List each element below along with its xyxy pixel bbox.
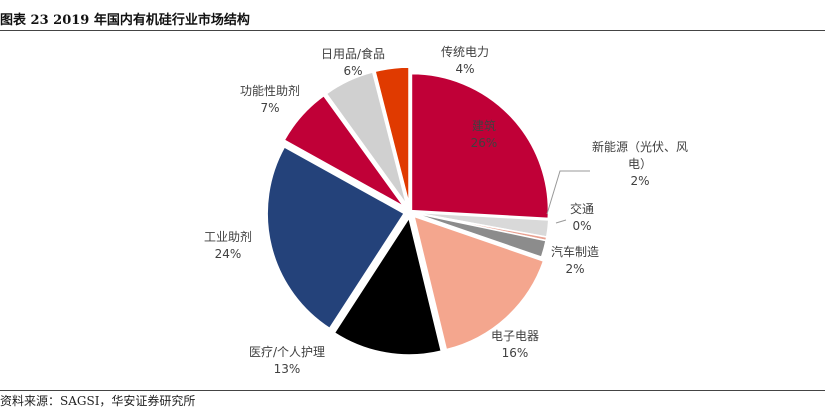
slice-label-2-line-2: 电） (628, 157, 652, 171)
pie-slice-9 (325, 71, 408, 206)
pie-slice-5 (412, 215, 545, 351)
slice-value-8: 7% (260, 101, 279, 115)
slice-label-2-line-1: 新能源（光伏、风 (592, 139, 688, 154)
leader-line-3 (555, 219, 567, 224)
pie-slice-1 (410, 72, 550, 220)
slice-label-9: 日用品/食品 (321, 46, 385, 61)
slice-value-9: 6% (343, 64, 362, 78)
slice-value-4: 2% (565, 262, 584, 276)
pie-slice-4 (411, 211, 547, 259)
slice-value-10: 4% (455, 62, 474, 76)
slice-value-5: 16% (502, 346, 529, 360)
pie-slice-6 (333, 216, 443, 356)
slice-value-6: 13% (274, 362, 301, 376)
leader-line-2 (546, 170, 590, 215)
source-note: 资料来源：SAGSI，华安证券研究所 (0, 394, 196, 408)
slice-label-8: 功能性助剂 (240, 83, 300, 98)
slice-label-4: 汽车制造 (551, 244, 599, 259)
slice-label-3: 交通 (570, 201, 594, 216)
slice-value-2: 2% (630, 174, 649, 188)
slice-label-6: 医疗/个人护理 (249, 345, 325, 359)
pie-slice-8 (283, 94, 405, 208)
top-rule (0, 30, 825, 31)
chart-title: 图表 23 2019 年国内有机硅行业市场结构 (0, 13, 250, 28)
pie-chart: 建筑 26% 新能源（光伏、风电） 2% 交通 0% 汽车制造 2% 电子电器 16% 医疗/个人护… (204, 44, 688, 376)
slice-label-10: 传统电力 (441, 44, 489, 59)
slice-value-3: 0% (572, 219, 591, 233)
slice-label-1: 建筑 (472, 118, 496, 133)
slice-label-5: 电子电器 (491, 329, 539, 343)
slice-value-7: 24% (215, 247, 242, 261)
bottom-rule (0, 390, 825, 391)
slice-value-1: 26% (471, 136, 498, 150)
slice-label-7: 工业助剂 (204, 229, 252, 244)
pie-slice-10 (374, 66, 410, 205)
pie-slice-7 (266, 145, 406, 330)
